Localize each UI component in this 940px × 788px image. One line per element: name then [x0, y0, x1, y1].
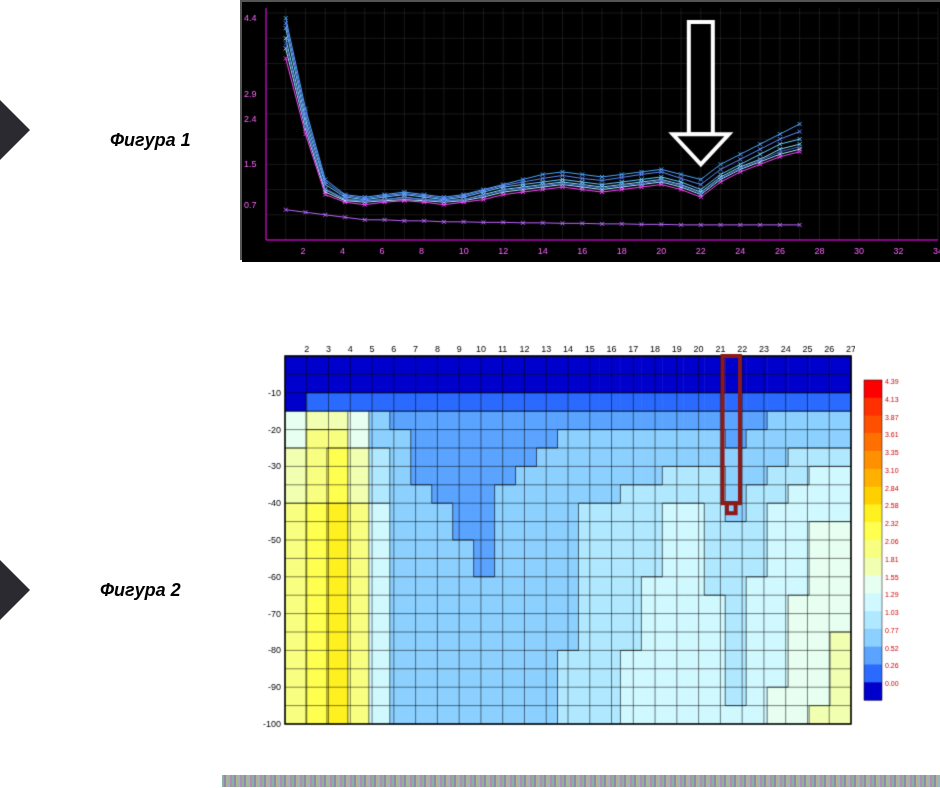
noise-strip	[222, 775, 940, 787]
pointer-1	[0, 20, 30, 240]
figure-2-label: Фигура 2	[100, 580, 181, 601]
figure-1-label: Фигура 1	[110, 130, 191, 151]
pointer-2	[0, 480, 30, 700]
heatmap-figure-2	[245, 338, 855, 728]
line-chart-figure-1	[240, 0, 940, 260]
heatmap-legend	[862, 370, 917, 710]
